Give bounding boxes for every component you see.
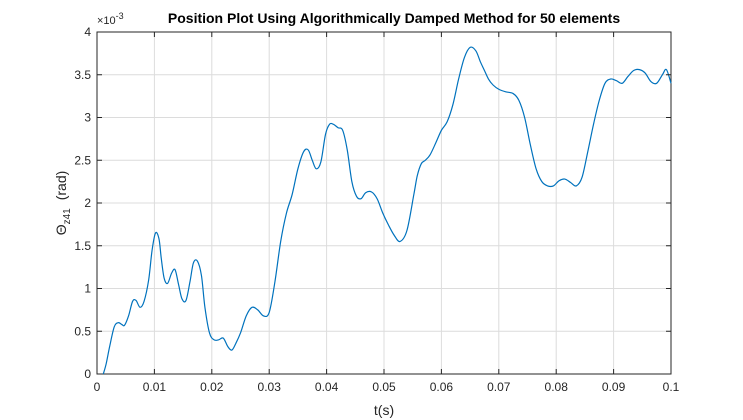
x-tick-label: 0.03 [258,380,282,394]
chart-title: Position Plot Using Algorithmically Damp… [168,10,620,26]
y-axis-label-unit: (rad) [53,171,69,201]
x-tick-label: 0.05 [372,380,396,394]
x-tick-label: 0.09 [602,380,626,394]
y-tick-label: 3 [84,111,91,125]
x-tick-label: 0.06 [430,380,454,394]
y-tick-label: 1.5 [74,239,91,253]
x-tick-label: 0.1 [663,380,680,394]
y-axis-label: Θz41 (rad) [53,171,73,236]
series-line [102,46,672,375]
x-tick-label: 0.04 [315,380,339,394]
y-axis-label-symbol: Θ [53,224,69,235]
grid [96,31,672,375]
axis-ticks: 0 0.01 0.02 0.03 0.04 0.05 0.06 0.07 0.08 0.09 0.1… [74,25,679,394]
y-tick-label: 0.5 [74,324,91,338]
y-axis-multiplier: ×10-3 [97,11,124,27]
x-tick-label: 0.02 [200,380,224,394]
y-tick-label: 3.5 [74,68,91,82]
x-tick-label: 0.08 [545,380,569,394]
y-tick-label: 4 [84,25,91,39]
y-tick-label: 2 [84,196,91,210]
y-tick-label: 1 [84,282,91,296]
x-axis-label: t(s) [374,402,394,418]
x-tick-label: 0 [94,380,101,394]
y-tick-label: 0 [84,367,91,381]
y-axis-label-subscript: z41 [62,208,73,225]
x-tick-label: 0.07 [487,380,511,394]
y-axis-multiplier-base: ×10 [97,15,116,27]
y-axis-multiplier-exponent: -3 [116,11,124,21]
x-tick-label: 0.01 [143,380,167,394]
y-tick-label: 2.5 [74,153,91,167]
